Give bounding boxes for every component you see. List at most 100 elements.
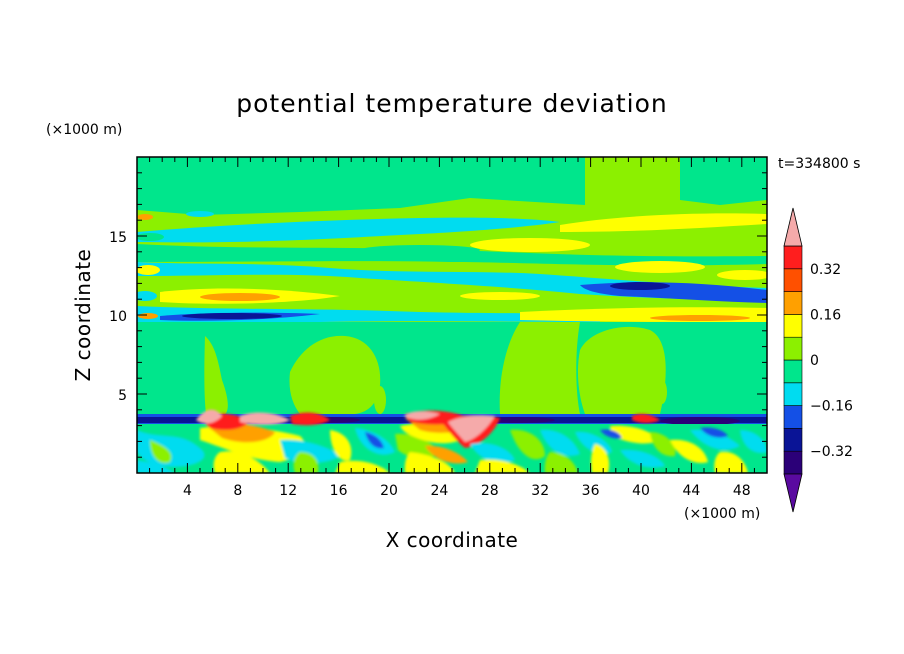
colorbar-segment [783,428,803,452]
x-tick-label: 32 [531,483,549,499]
field-blob [289,335,381,414]
x-unit-label: (×1000 m) [684,506,760,522]
y-axis-label: Z coordinate [71,249,95,382]
field-patch [460,292,540,300]
eddy [240,412,290,425]
eddy [470,442,515,463]
field-blob [204,336,228,414]
field-blob [499,322,580,414]
field-band-cyan-upper [137,217,560,243]
colorbar-min-triangle [783,473,803,513]
eddy [137,430,205,467]
field-blob [577,326,666,414]
field-blob [374,386,386,414]
y-tick-label: 10 [109,309,127,325]
colorbar-segment [783,291,803,315]
x-tick-label: 40 [632,483,650,499]
field-region-upper-green-right [680,157,767,205]
time-label: t=334800 s [778,156,860,172]
field-patch [186,211,214,217]
x-tick-label: 28 [481,483,499,499]
eddy [690,429,740,450]
x-tick-label: 20 [380,483,398,499]
colorbar: 0.32 0.16 0 −0.16 −0.32 [783,207,853,513]
chart-title: potential temperature deviation [236,89,667,118]
eddy [610,425,660,444]
x-axis: 4 8 12 16 20 24 28 32 36 40 44 48 [149,157,755,499]
heatmap-field [137,157,767,473]
field-patch [717,270,767,280]
y-tick-label: 15 [109,230,127,246]
colorbar-tick-label: 0.32 [810,262,841,278]
eddy [714,451,748,473]
colorbar-segment [783,268,803,292]
colorbar-tick-label: 0 [810,353,819,369]
eddy [196,409,222,424]
colorbar-segment [783,450,803,475]
field-patch [200,293,280,301]
eddy [290,412,330,426]
colorbar-segment [783,382,803,406]
colorbar-tick-label: −0.16 [810,399,853,415]
x-tick-label: 24 [430,483,448,499]
field-patch [360,245,480,255]
eddy [650,432,676,457]
x-tick-label: 36 [582,483,600,499]
x-tick-label: 48 [733,483,751,499]
colorbar-tick-label: −0.32 [810,444,853,460]
eddy [544,452,578,473]
eddy [510,429,545,460]
colorbar-segment [783,336,803,361]
colorbar-segment [783,245,803,270]
y-tick-label: 5 [118,388,127,404]
eddy [600,429,622,439]
eddy [632,413,660,423]
x-tick-label: 16 [330,483,348,499]
colorbar-segment [783,314,803,338]
field-patch [650,315,750,321]
x-tick-label: 12 [279,483,297,499]
field-patch [660,417,740,425]
field-patch [182,313,282,319]
field-patch [615,261,705,273]
eddy [670,439,708,464]
eddy [395,433,440,459]
colorbar-tick-label: 0.16 [810,307,841,323]
field-patch [138,313,158,319]
eddy [404,411,440,420]
field-patch [137,214,153,220]
eddy [213,451,270,473]
eddy [150,440,172,464]
boundary-layer-eddies [137,409,767,473]
eddy [740,430,767,454]
x-axis-label: X coordinate [386,528,519,552]
eddy [540,429,580,456]
field-band-green-mid [137,244,767,266]
x-tick-label: 44 [682,483,700,499]
field-blob [657,380,667,404]
eddy [425,445,468,464]
colorbar-segment [783,405,803,429]
field-region-upper-green [137,157,585,215]
eddy [280,439,340,464]
eddy [293,452,319,473]
x-tick-label: 4 [183,483,192,499]
eddy [475,459,530,473]
eddy [700,427,728,438]
x-tick-label: 8 [233,483,242,499]
eddy [330,430,352,461]
field-patch [137,233,164,241]
field-patch [137,291,157,301]
eddy [137,460,175,473]
field-patch [470,238,590,252]
field-band-yellow-upper [560,213,767,232]
eddy [365,432,384,449]
eddy [591,444,610,473]
field-patch [485,417,555,423]
field-patch [610,282,670,290]
field-patch [137,265,160,275]
y-unit-label: (×1000 m) [46,122,122,138]
y-axis: 5 10 15 [109,172,767,458]
colorbar-max-triangle [783,207,803,247]
